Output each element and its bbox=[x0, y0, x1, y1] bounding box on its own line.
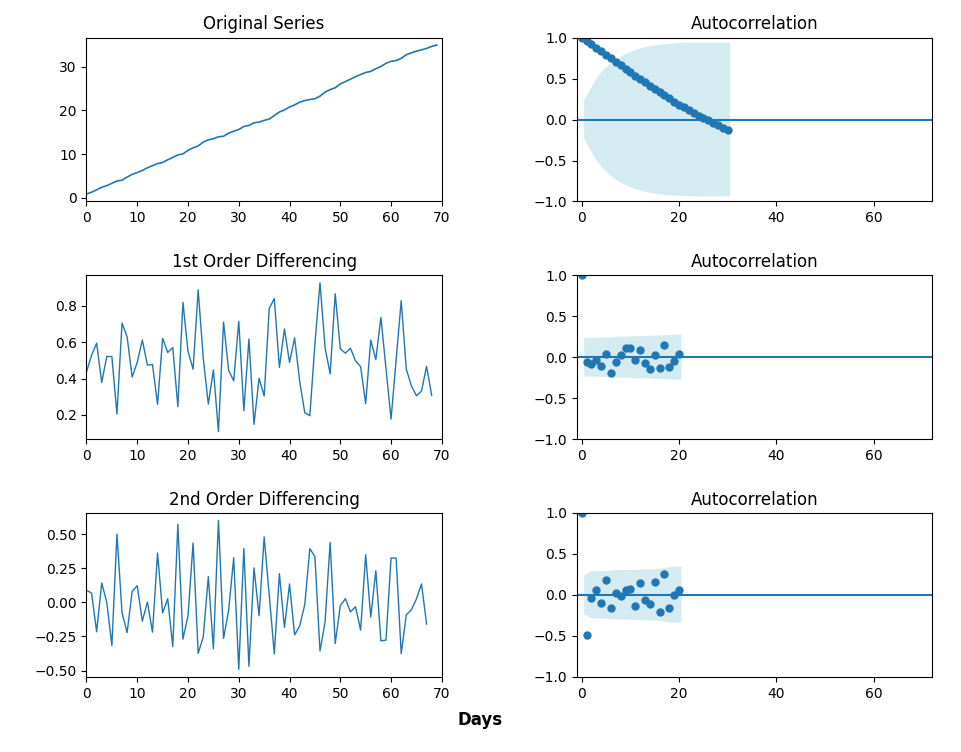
Title: Original Series: Original Series bbox=[204, 15, 325, 33]
Title: 1st Order Differencing: 1st Order Differencing bbox=[172, 253, 357, 271]
Title: 2nd Order Differencing: 2nd Order Differencing bbox=[169, 490, 359, 508]
Text: Days: Days bbox=[458, 711, 503, 729]
Title: Autocorrelation: Autocorrelation bbox=[691, 253, 819, 271]
Title: Autocorrelation: Autocorrelation bbox=[691, 490, 819, 508]
Title: Autocorrelation: Autocorrelation bbox=[691, 15, 819, 33]
